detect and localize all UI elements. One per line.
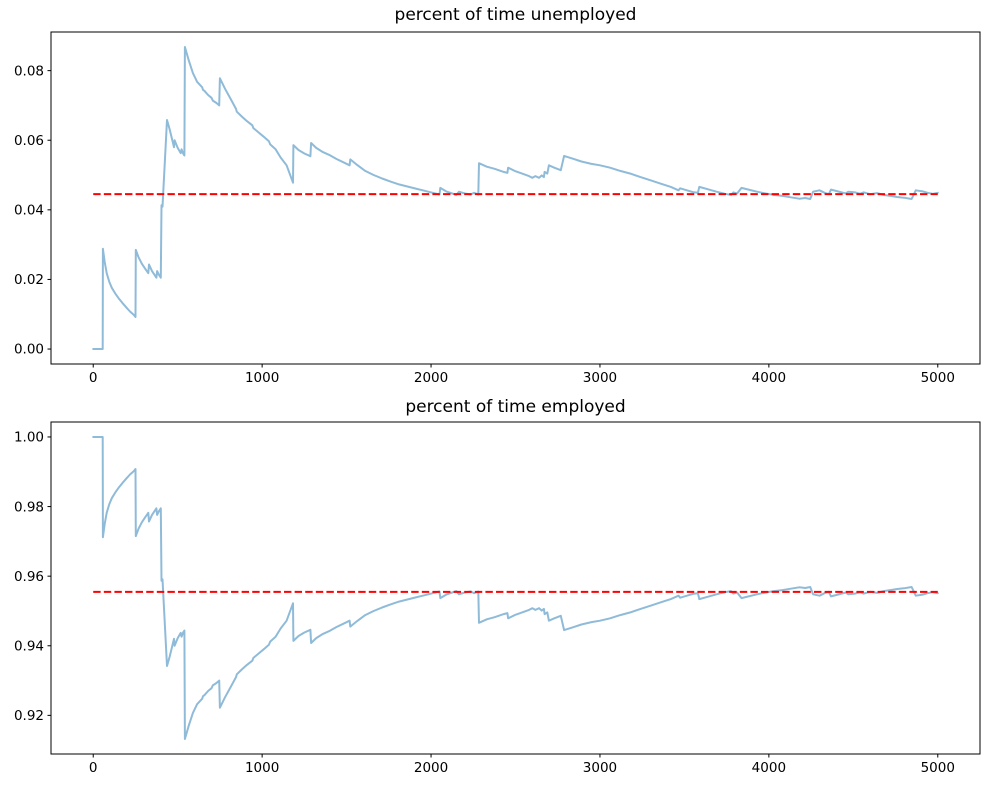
employed-series-line [92, 436, 939, 740]
x-tick-label: 2000 [414, 760, 448, 776]
y-tick-label: 0.02 [14, 272, 44, 288]
x-tick-label: 3000 [583, 760, 617, 776]
unemployed-plot-title: percent of time unemployed [394, 5, 637, 25]
y-tick-label: 1.00 [14, 430, 44, 446]
axes-spines [50, 31, 981, 365]
x-tick-label: 4000 [752, 370, 786, 386]
employed-axes: 0 1000 2000 3000 4000 5000 0.92 0.94 0.96 0.98 1.0… [14, 421, 981, 776]
x-tick-label: 2000 [414, 370, 448, 386]
y-tick-label: 0.94 [14, 638, 44, 654]
y-tick-label: 0.04 [14, 203, 44, 219]
employed-plot-title: percent of time employed [405, 397, 626, 417]
y-tick-label: 0.00 [14, 342, 44, 358]
y-tick-label: 0.06 [14, 133, 44, 149]
y-tick-label: 0.96 [14, 569, 44, 585]
x-tick-label: 0 [89, 760, 98, 776]
x-tick-label: 5000 [921, 370, 955, 386]
y-tick-label: 0.08 [14, 63, 44, 79]
x-tick-label: 1000 [245, 760, 279, 776]
unemployed-series-line [92, 46, 939, 350]
unemployed-axes: 0 1000 2000 3000 4000 5000 0.00 0.02 0.04 0.06 0.0… [14, 31, 981, 386]
y-tick-label: 0.92 [14, 708, 44, 724]
x-tick-label: 4000 [752, 760, 786, 776]
x-tick-label: 5000 [921, 760, 955, 776]
axes-spines [50, 421, 981, 755]
y-tick-label: 0.98 [14, 499, 44, 515]
x-tick-label: 1000 [245, 370, 279, 386]
x-tick-label: 3000 [583, 370, 617, 386]
x-tick-label: 0 [89, 370, 98, 386]
